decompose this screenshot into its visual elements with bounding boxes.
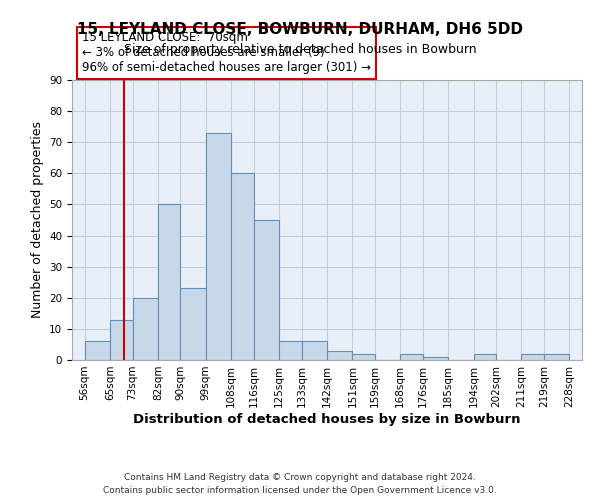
Bar (327, 350, 352, 360)
Bar (181, 288, 206, 360)
Bar (133, 298, 158, 360)
Text: Contains HM Land Registry data © Crown copyright and database right 2024.: Contains HM Land Registry data © Crown c… (124, 474, 476, 482)
Y-axis label: Number of detached properties: Number of detached properties (31, 122, 44, 318)
Bar (544, 354, 569, 360)
Bar (206, 133, 231, 360)
Bar (110, 320, 133, 360)
Bar (279, 342, 302, 360)
Text: 15 LEYLAND CLOSE:  70sqm
← 3% of detached houses are smaller (9)
96% of semi-det: 15 LEYLAND CLOSE: 70sqm ← 3% of detached… (82, 32, 371, 74)
Bar (521, 354, 544, 360)
Bar (254, 220, 279, 360)
Bar (85, 342, 110, 360)
Bar (231, 174, 254, 360)
Text: 15, LEYLAND CLOSE, BOWBURN, DURHAM, DH6 5DD: 15, LEYLAND CLOSE, BOWBURN, DURHAM, DH6 … (77, 22, 523, 38)
Bar (352, 354, 375, 360)
Text: Contains public sector information licensed under the Open Government Licence v3: Contains public sector information licen… (103, 486, 497, 495)
Text: Size of property relative to detached houses in Bowburn: Size of property relative to detached ho… (124, 42, 476, 56)
Bar (302, 342, 327, 360)
Bar (400, 354, 423, 360)
X-axis label: Distribution of detached houses by size in Bowburn: Distribution of detached houses by size … (133, 412, 521, 426)
Bar (473, 354, 496, 360)
Bar (423, 357, 448, 360)
Bar (158, 204, 181, 360)
